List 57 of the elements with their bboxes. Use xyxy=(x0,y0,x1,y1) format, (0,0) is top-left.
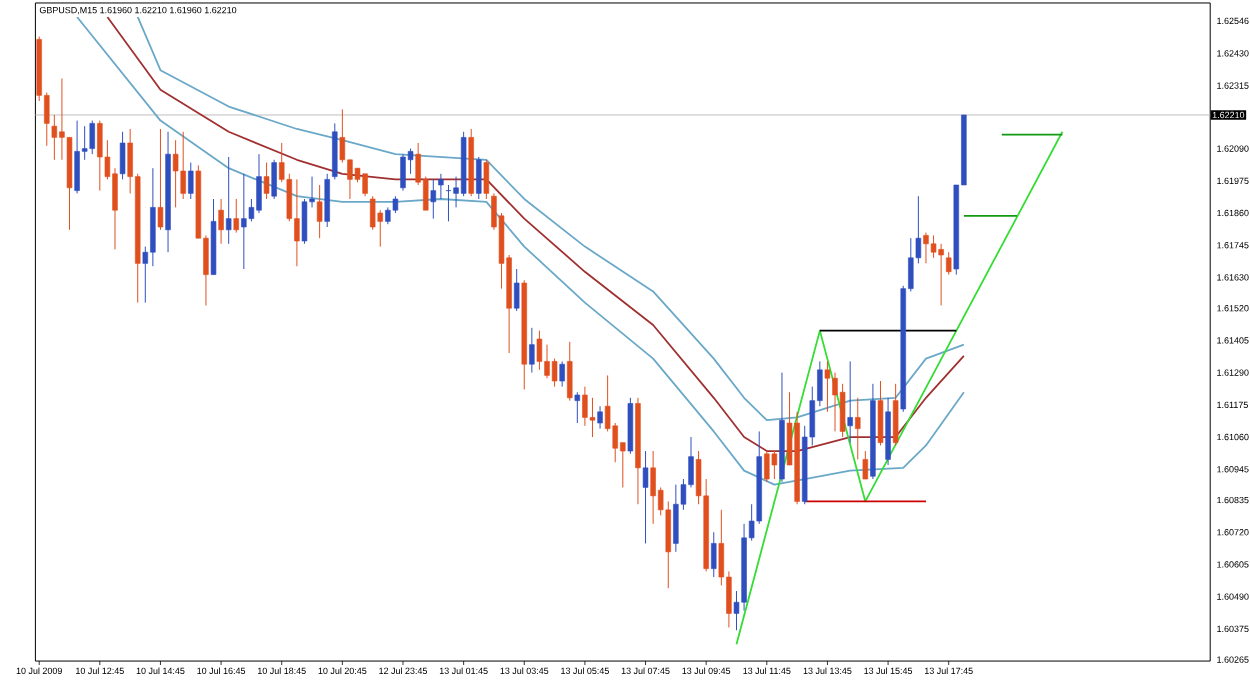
candlestick xyxy=(892,382,899,446)
candlestick xyxy=(430,178,437,219)
candlestick xyxy=(839,382,846,438)
candlestick xyxy=(74,119,80,194)
candlestick xyxy=(369,195,376,230)
candlestick xyxy=(400,153,406,191)
candlestick xyxy=(642,450,649,544)
candlestick xyxy=(476,156,482,200)
candlestick xyxy=(362,172,368,197)
candlestick xyxy=(582,385,588,426)
candlestick xyxy=(150,167,156,267)
candlestick xyxy=(567,340,573,401)
candlestick xyxy=(233,198,239,233)
candlestick xyxy=(764,450,770,482)
candlestick xyxy=(923,231,929,264)
candlestick xyxy=(832,371,838,432)
candlestick xyxy=(119,130,126,180)
candlestick xyxy=(551,357,558,387)
candlestick xyxy=(513,268,520,312)
candlestick xyxy=(574,391,581,424)
candlestick xyxy=(885,396,891,466)
candlestick xyxy=(218,198,224,244)
candlestick xyxy=(627,396,634,454)
candlestick xyxy=(483,158,490,200)
candlestick xyxy=(438,172,444,200)
candlestick xyxy=(529,326,535,373)
candlestick xyxy=(241,172,247,270)
candlestick xyxy=(180,130,186,200)
candlestick xyxy=(157,128,164,230)
candlestick xyxy=(324,172,330,228)
candlestick xyxy=(855,396,861,460)
candlestick xyxy=(862,450,869,480)
candlestick xyxy=(650,450,656,524)
line-series xyxy=(735,130,1064,645)
candlestick xyxy=(225,156,232,244)
candlestick xyxy=(711,531,717,578)
candlestick xyxy=(559,360,565,387)
candlestick xyxy=(89,119,95,155)
candlestick xyxy=(51,114,58,160)
candlestick xyxy=(938,242,944,306)
candlestick xyxy=(877,380,884,446)
candlestick xyxy=(188,161,194,200)
candlestick xyxy=(263,161,270,200)
candlestick xyxy=(847,360,853,443)
candlestick xyxy=(673,483,679,552)
candlestick xyxy=(97,119,103,191)
candlestick xyxy=(256,153,262,214)
candlestick xyxy=(544,343,550,379)
candlestick xyxy=(294,178,300,267)
candlestick xyxy=(271,158,277,200)
candlestick xyxy=(945,251,952,275)
candlestick xyxy=(771,450,778,480)
candlestick xyxy=(597,405,603,429)
candlestick xyxy=(316,184,323,239)
candlestick xyxy=(172,139,179,208)
candlestick xyxy=(536,329,543,370)
candlestick xyxy=(332,122,338,180)
